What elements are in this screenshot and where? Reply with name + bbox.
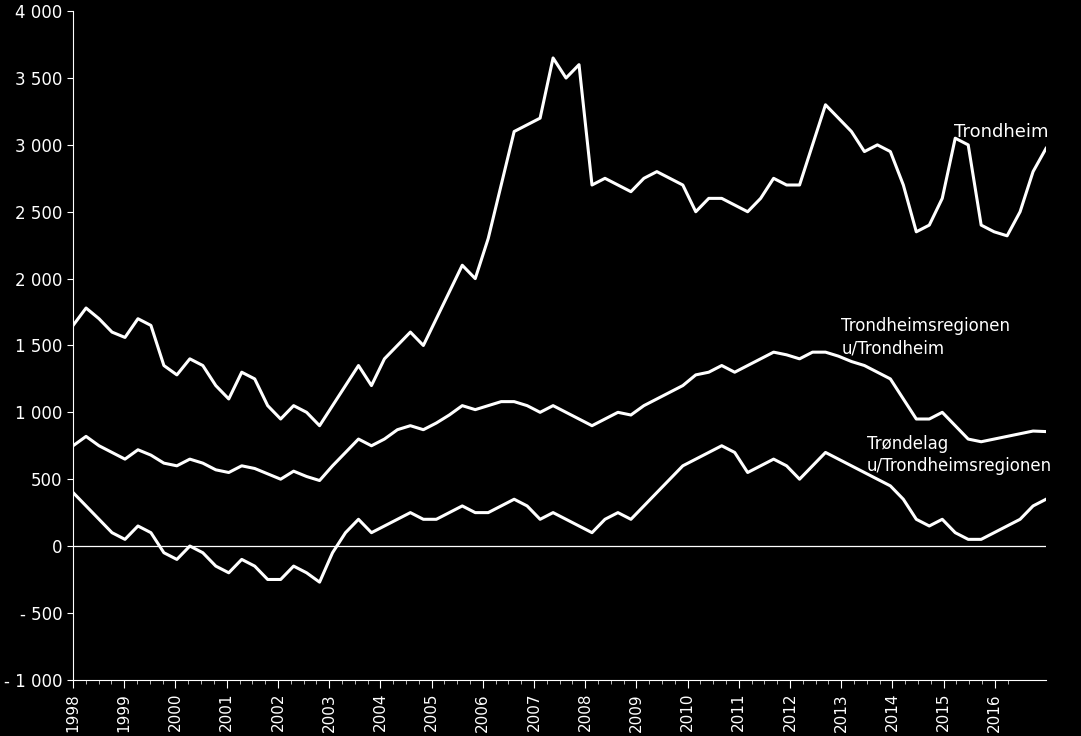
Text: Trøndelag
u/Trondheimsregionen: Trøndelag u/Trondheimsregionen [867, 435, 1052, 475]
Text: Trondheim: Trondheim [953, 122, 1049, 141]
Text: Trondheimsregionen
u/Trondheim: Trondheimsregionen u/Trondheim [841, 317, 1011, 358]
